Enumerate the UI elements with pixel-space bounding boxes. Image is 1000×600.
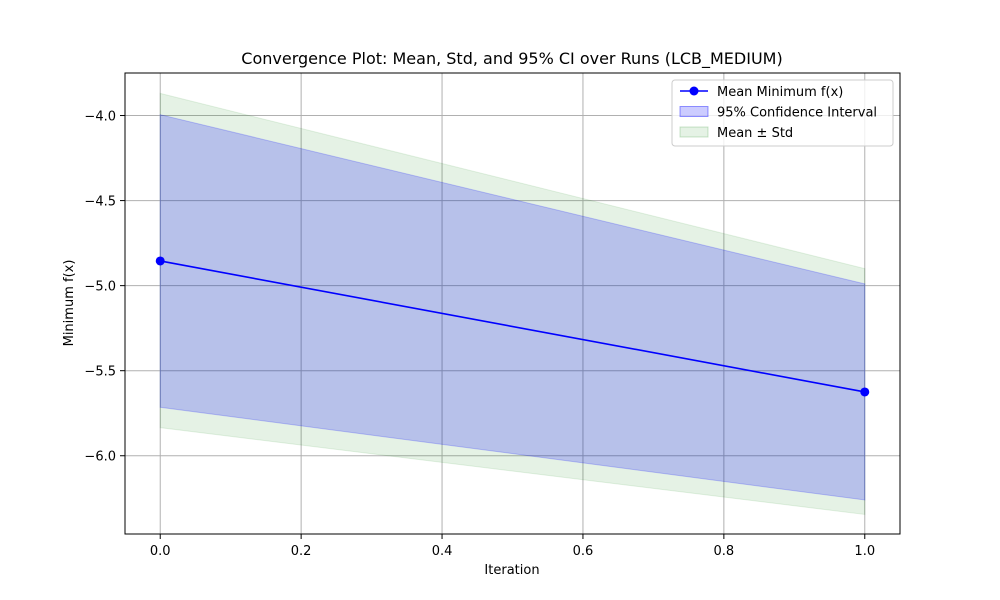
legend-band-swatch bbox=[679, 106, 709, 117]
legend-label: Mean ± Std bbox=[717, 126, 793, 141]
legend-label: Mean Minimum f(x) bbox=[717, 85, 843, 100]
x-tick-label: 1.0 bbox=[854, 544, 875, 559]
y-tick-label: −5.0 bbox=[84, 280, 116, 295]
band-layer bbox=[159, 92, 866, 516]
y-axis-ticks: −4.0 −4.5 −5.0 −5.5 −6.0 bbox=[84, 110, 125, 465]
y-tick-label: −4.5 bbox=[84, 195, 116, 210]
y-tick-label: −5.5 bbox=[84, 365, 116, 380]
legend-marker bbox=[689, 86, 699, 96]
legend: Mean Minimum f(x) 95% Confidence Interval… bbox=[671, 79, 894, 147]
y-tick-label: −6.0 bbox=[84, 450, 116, 465]
legend-band-swatch bbox=[679, 126, 709, 138]
y-axis-label: Minimum f(x) bbox=[62, 260, 77, 347]
x-tick-label: 0.4 bbox=[432, 544, 453, 559]
legend-frame bbox=[671, 79, 894, 147]
grid-lines bbox=[125, 73, 900, 534]
legend-label: 95% Confidence Interval bbox=[717, 106, 877, 121]
line-layer bbox=[155, 256, 870, 397]
mean-point bbox=[860, 387, 870, 397]
x-tick-label: 0.2 bbox=[291, 544, 312, 559]
plot-area-frame bbox=[124, 72, 901, 535]
y-tick-label: −4.0 bbox=[84, 110, 116, 125]
mean-line bbox=[160, 260, 865, 393]
x-axis-ticks: 0.0 0.2 0.4 0.6 0.8 1.0 bbox=[150, 534, 875, 559]
x-tick-label: 0.0 bbox=[150, 544, 171, 559]
std-band bbox=[159, 92, 866, 516]
x-tick-label: 0.6 bbox=[573, 544, 594, 559]
ci-band bbox=[159, 114, 866, 501]
x-tick-label: 0.8 bbox=[714, 544, 735, 559]
chart-title: Convergence Plot: Mean, Std, and 95% CI … bbox=[241, 49, 782, 69]
mean-point bbox=[155, 256, 165, 266]
x-axis-label: Iteration bbox=[484, 563, 539, 578]
